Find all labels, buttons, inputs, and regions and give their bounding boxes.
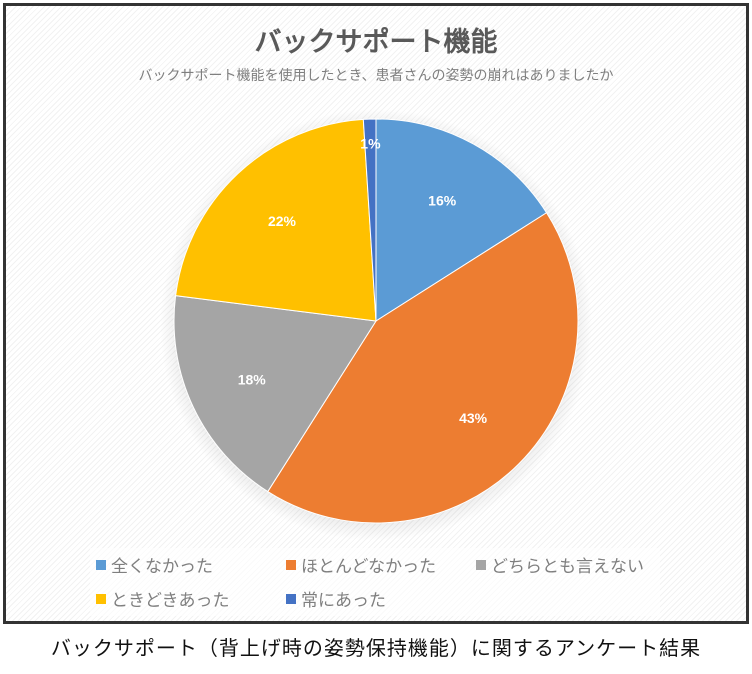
pie-slice [175,118,377,322]
legend-item: 常にあった [286,586,386,611]
data-label: 1% [360,135,381,151]
legend-swatch [286,559,296,570]
chart-subtitle: バックサポート機能を使用したとき、患者さんの姿勢の崩れはありましたか [138,68,614,84]
legend-label: どちらとも言えない [491,557,644,577]
legend-item: ほとんどなかった [286,552,436,577]
legend: 全くなかった ほとんどなかった どちらとも言えない ときどきあった 常にあった [90,548,660,616]
pie-slice [362,118,377,322]
legend-swatch [286,593,296,604]
legend-label: ほとんどなかった [301,557,437,577]
legend-label: 常にあった [301,591,386,611]
legend-swatch [476,559,486,570]
legend-label: ときどきあった [111,591,230,611]
legend-label: 全くなかった [111,557,213,577]
legend-item: ときどきあった [96,586,230,611]
legend-item: 全くなかった [96,552,213,577]
pie-slice [267,212,579,524]
legend-item: どちらとも言えない [476,552,644,577]
pie-slice [173,295,377,493]
data-label: 43% [459,410,488,426]
figure-caption: バックサポート（背上げ時の姿勢保持機能）に関するアンケート結果 [50,636,702,660]
pie-slice [375,118,548,322]
data-label: 22% [268,213,297,229]
pie-chart: 16% 43% 18% 22% 1% [160,109,592,541]
data-label: 18% [238,371,267,387]
data-label: 16% [428,193,457,209]
legend-swatch [96,559,106,570]
legend-swatch [96,593,106,604]
chart-title: バックサポート機能 [254,27,498,58]
